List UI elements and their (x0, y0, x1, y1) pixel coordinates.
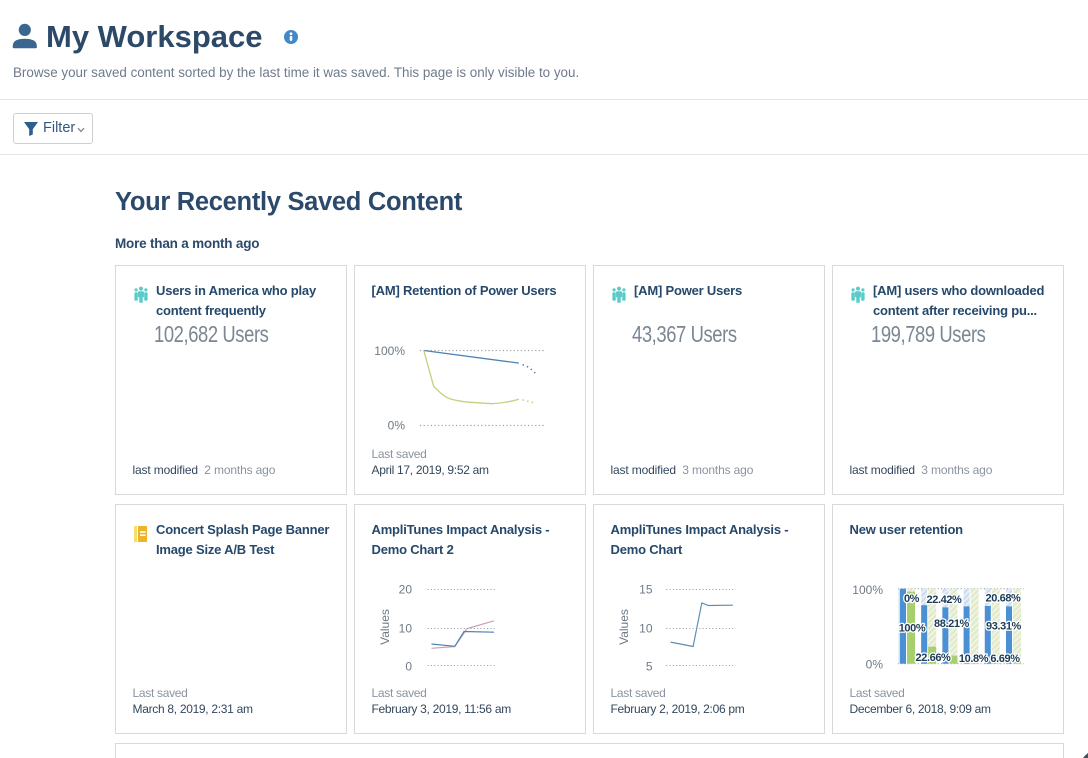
svg-text:15: 15 (639, 583, 653, 597)
svg-text:100%: 100% (374, 344, 405, 358)
svg-text:22.42%: 22.42% (927, 594, 963, 606)
svg-text:0%: 0% (866, 658, 884, 672)
svg-text:20: 20 (399, 583, 413, 597)
svg-text:6.69%: 6.69% (990, 653, 1020, 665)
svg-text:0%: 0% (388, 419, 406, 433)
svg-text:93.31%: 93.31% (986, 621, 1022, 633)
svg-text:22.66%: 22.66% (916, 652, 952, 664)
svg-text:88.21%: 88.21% (934, 618, 970, 630)
svg-text:5: 5 (646, 660, 653, 674)
svg-text:Values: Values (378, 609, 392, 645)
svg-text:10: 10 (639, 622, 653, 636)
svg-text:100%: 100% (852, 583, 883, 597)
svg-text:Values: Values (617, 609, 631, 645)
svg-text:100%: 100% (899, 623, 926, 635)
svg-text:0: 0 (405, 660, 412, 674)
svg-text:20.68%: 20.68% (986, 593, 1022, 605)
svg-text:0%: 0% (904, 593, 920, 605)
svg-text:10: 10 (399, 622, 413, 636)
svg-text:10.8%: 10.8% (959, 653, 989, 665)
